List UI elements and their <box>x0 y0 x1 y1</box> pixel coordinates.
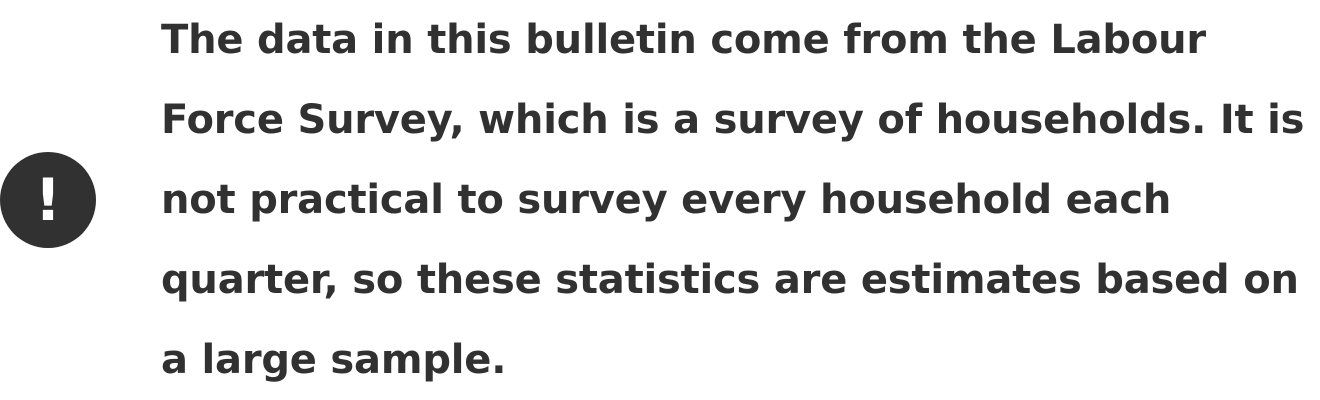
exclamation-icon: ! <box>0 152 96 248</box>
callout-text: The data in this bulletin come from the … <box>161 17 1305 383</box>
